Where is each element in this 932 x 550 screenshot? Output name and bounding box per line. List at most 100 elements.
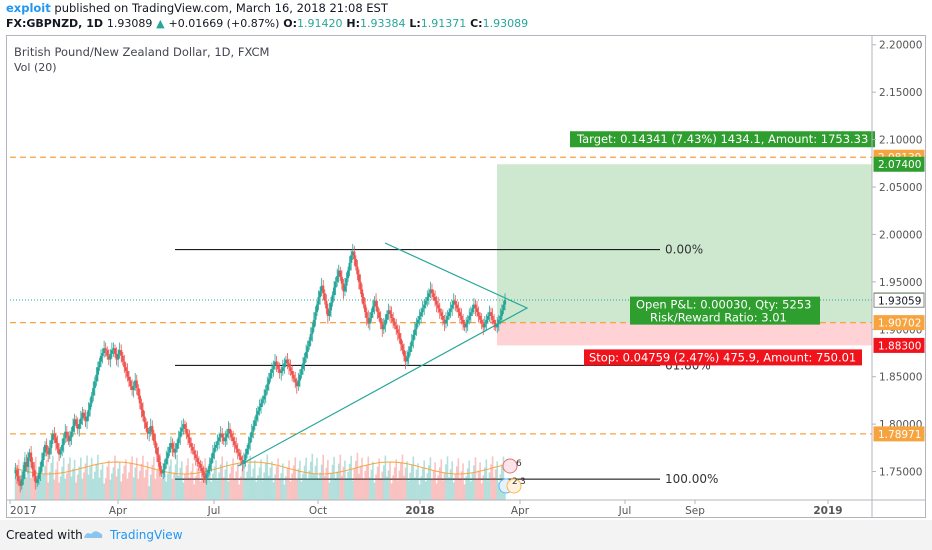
volume-bar (78, 466, 81, 500)
volume-bar (320, 464, 323, 500)
candle-body (82, 412, 86, 417)
candle-body (113, 348, 117, 354)
volume-bar (406, 461, 408, 500)
tradingview-logo-icon (84, 531, 103, 538)
candle-body (289, 367, 292, 372)
volume-bar (235, 471, 237, 500)
candle-body (367, 317, 370, 324)
volume-bar (317, 478, 320, 500)
candle-body (169, 443, 173, 447)
volume-bar (328, 482, 331, 500)
candle-body (26, 457, 30, 467)
candle-body (418, 316, 421, 320)
volume-bar (295, 478, 298, 500)
volume-bar (14, 476, 17, 500)
volume-bar (134, 467, 136, 500)
candle-body (70, 431, 73, 438)
candle-body (381, 323, 384, 330)
volume-bar (243, 460, 245, 500)
change-arrow: ▲ (156, 17, 165, 30)
candle-body (225, 433, 228, 438)
volume-bar (114, 455, 116, 500)
candle-body (228, 428, 232, 434)
candle-body (127, 376, 131, 381)
event-badge-icon (502, 458, 518, 474)
candle-body (437, 304, 440, 309)
candle-body (433, 297, 437, 301)
volume-bar (81, 478, 84, 500)
volume-bar (497, 482, 500, 500)
footer: Created with TradingView (0, 520, 932, 550)
candle-body (443, 319, 446, 324)
volume-bar (38, 470, 40, 500)
volume-bar (257, 475, 259, 500)
volume-bar (165, 481, 168, 500)
candle-body (65, 431, 68, 436)
volume-bar (496, 461, 499, 500)
volume-bar (80, 457, 82, 500)
candle-body (165, 458, 168, 464)
volume-bar (181, 461, 183, 500)
candle-body (457, 308, 460, 313)
y-tick-label: 2.00000 (879, 229, 922, 241)
candle-body (197, 462, 201, 464)
candle-body (491, 316, 494, 320)
candle-body (224, 437, 227, 442)
author-link[interactable]: exploit (6, 1, 51, 15)
candle-body (359, 281, 362, 290)
volume-bar (428, 465, 430, 500)
volume-bar (93, 471, 96, 500)
volume-bar (370, 469, 373, 500)
candle-body (124, 367, 127, 372)
candle-body (75, 419, 78, 425)
volume-bar (311, 453, 314, 500)
x-tick-label: 2018 (405, 505, 434, 517)
volume-bar (72, 468, 74, 500)
volume-bar (445, 464, 447, 500)
volume-bar (457, 458, 460, 500)
candle-body (416, 319, 420, 324)
volume-bar (471, 473, 474, 500)
candle-body (371, 306, 375, 313)
volume-bar (128, 472, 130, 500)
candle-body (472, 304, 476, 309)
volume-bar (173, 472, 175, 500)
candle-body (241, 460, 244, 464)
candle-body (360, 289, 364, 298)
volume-bar (246, 471, 248, 500)
volume-bar (452, 482, 455, 500)
candle-body (81, 412, 84, 419)
candle-body (398, 333, 401, 339)
volume-bar (271, 461, 273, 500)
tradingview-brand-link[interactable]: TradingView (110, 528, 183, 542)
candle-body (482, 323, 485, 328)
volume-bar (302, 473, 304, 500)
volume-bar (106, 466, 109, 500)
volume-bar (266, 454, 269, 500)
volume-bar (205, 477, 208, 500)
volume-bar (308, 470, 311, 500)
candle-body (107, 355, 110, 360)
volume-bar (118, 462, 121, 500)
volume-bar (42, 473, 45, 500)
price-tag-bg (873, 156, 925, 172)
rr-label: Risk/Reward Ratio: 3.01 (650, 311, 787, 325)
volume-bar (384, 455, 387, 500)
candle-body (500, 310, 503, 316)
volume-bar (44, 465, 46, 500)
candle-body (205, 473, 208, 479)
candle-body (362, 297, 365, 305)
candle-body (263, 395, 266, 400)
volume-bar (342, 466, 345, 500)
fib-label-0: 0.00% (665, 243, 703, 257)
low-label: L: (409, 17, 421, 30)
candle-body (48, 447, 51, 455)
candle-body (239, 456, 242, 461)
volume-bar (350, 455, 352, 500)
volume-bar (313, 473, 315, 500)
target-tag-label: Target: 0.14341 (7.43%) 1434.1, Amount: … (576, 132, 868, 146)
volume-bar (424, 481, 427, 500)
event-badge-count: 2 (512, 477, 518, 487)
volume-bar (249, 455, 251, 500)
